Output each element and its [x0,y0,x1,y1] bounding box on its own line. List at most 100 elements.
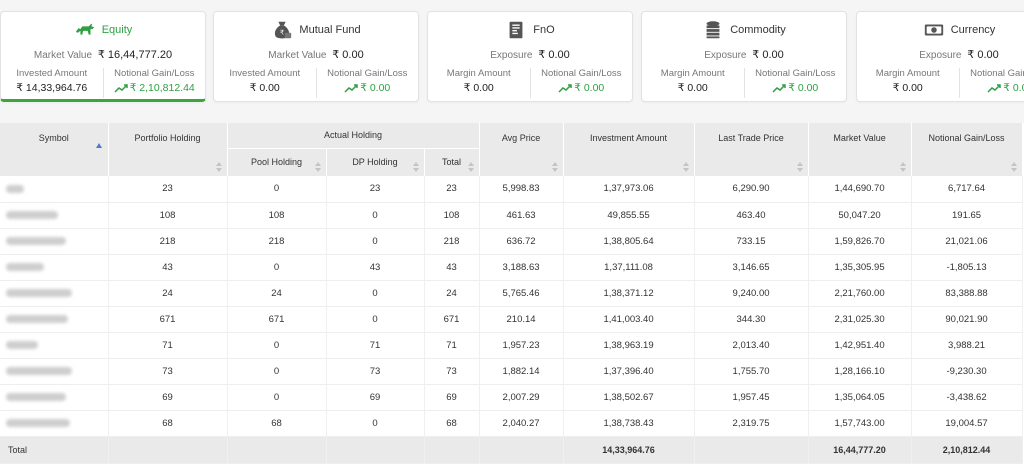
investment-amount-cell: 1,37,111.08 [563,254,695,281]
currency-card[interactable]: Currency Exposure ₹ 0.00 Margin Amount ₹… [856,11,1024,102]
notional-gain-loss-cell: 3,988.21 [911,332,1023,359]
avg-price-cell: 2,007.29 [479,384,564,411]
sort-icon[interactable] [551,162,558,172]
holdings-table: Symbol Portfolio Holding Actual Holding … [0,123,1023,464]
pool-holding-cell: 24 [227,280,327,307]
investment-amount-cell: 1,41,003.40 [563,306,695,333]
symbol-cell-redacted [0,410,109,437]
svg-text:₹: ₹ [280,29,284,37]
pool-holding-cell: 0 [227,332,327,359]
mutual-fund-card[interactable]: ₹ Mutual Fund Market Value ₹ 0.00 Invest… [213,11,419,102]
card-title: Equity [101,24,133,36]
column-header-last-trade-price[interactable]: Last Trade Price [694,123,809,176]
total-holding-cell: 71 [424,332,480,359]
last-trade-price-cell: 344.30 [694,306,809,333]
total-holding-cell: 108 [424,202,480,229]
column-header-investment-amount[interactable]: Investment Amount [563,123,695,176]
market-value-cell: 1,59,826.70 [808,228,912,255]
market-value-cell: 1,35,064.05 [808,384,912,411]
symbol-cell-redacted [0,202,109,229]
investment-amount-cell: 1,38,963.19 [563,332,695,359]
total-investment-amount: 14,33,964.76 [563,436,695,464]
invested-amount-label: Invested Amount [16,68,88,79]
dp-holding-cell: 43 [326,254,425,281]
summary-cards: Equity Market Value ₹ 16,44,777.20 Inves… [0,0,1024,112]
fno-card[interactable]: FnO Exposure ₹ 0.00 Margin Amount ₹ 0.00… [427,11,633,102]
market-value-cell: 50,047.20 [808,202,912,229]
table-row[interactable]: 68 68 0 68 2,040.27 1,38,738.43 2,319.75… [0,410,1023,437]
margin-amount-value: ₹ 0.00 [463,82,494,94]
market-value-cell: 1,57,743.00 [808,410,912,437]
market-value-cell: 2,21,760.00 [808,280,912,307]
sort-icon[interactable] [412,162,419,172]
sort-icon[interactable] [1010,162,1017,172]
column-header-avg-price[interactable]: Avg Price [479,123,564,176]
table-row[interactable]: 69 0 69 69 2,007.29 1,38,502.67 1,957.45… [0,384,1023,411]
holdings-table-body: 23 0 23 23 5,998.83 1,37,973.06 6,290.90… [0,176,1023,464]
invested-amount-label: Invested Amount [229,68,301,79]
investment-amount-cell: 1,38,805.64 [563,228,695,255]
avg-price-cell: 5,765.46 [479,280,564,307]
last-trade-price-cell: 6,290.90 [694,176,809,203]
sort-icon[interactable] [899,162,906,172]
column-header-total[interactable]: Total [424,148,480,176]
trend-up-icon [558,83,572,93]
notional-gain-value: ₹ 0.00 [574,82,605,94]
card-title: Mutual Fund [299,24,361,36]
symbol-cell-redacted [0,254,109,281]
notional-gain-value: ₹ 0.00 [788,82,819,94]
column-header-notional-gain-loss[interactable]: Notional Gain/Loss [911,123,1023,176]
sort-icon[interactable] [796,162,803,172]
exposure-label: Exposure [490,50,533,61]
notional-gain-label: Notional Gain/Loss [541,68,622,79]
table-row[interactable]: 71 0 71 71 1,957.23 1,38,963.19 2,013.40… [0,332,1023,359]
market-value-cell: 1,42,951.40 [808,332,912,359]
notional-gain-label: Notional Gain/Loss [755,68,836,79]
total-holding-cell: 23 [424,176,480,203]
total-row: Total 14,33,964.76 16,44,777.20 2,10,812… [0,436,1023,464]
notional-gain-loss-cell: 19,004.57 [911,410,1023,437]
trend-up-icon [344,83,358,93]
table-row[interactable]: 218 218 0 218 636.72 1,38,805.64 733.15 … [0,228,1023,255]
notional-gain-loss-cell: 191.65 [911,202,1023,229]
notional-gain-loss-cell: 83,388.88 [911,280,1023,307]
sort-icon[interactable] [215,162,222,172]
sort-icon[interactable] [682,162,689,172]
column-header-actual-holding: Actual Holding [227,123,480,149]
trend-up-icon [987,83,1001,93]
investment-amount-cell: 1,38,738.43 [563,410,695,437]
equity-card[interactable]: Equity Market Value ₹ 16,44,777.20 Inves… [0,11,206,102]
portfolio-holding-cell: 43 [108,254,228,281]
portfolio-holding-cell: 218 [108,228,228,255]
sort-ascending-icon[interactable] [96,143,102,148]
dp-holding-cell: 71 [326,332,425,359]
column-header-market-value[interactable]: Market Value [808,123,912,176]
avg-price-cell: 5,998.83 [479,176,564,203]
total-holding-cell: 43 [424,254,480,281]
portfolio-holding-cell: 71 [108,332,228,359]
table-row[interactable]: 108 108 0 108 461.63 49,855.55 463.40 50… [0,202,1023,229]
column-header-pool-holding[interactable]: Pool Holding [227,148,327,176]
table-row[interactable]: 23 0 23 23 5,998.83 1,37,973.06 6,290.90… [0,176,1023,203]
table-row[interactable]: 671 671 0 671 210.14 1,41,003.40 344.30 … [0,306,1023,333]
symbol-cell-redacted [0,384,109,411]
margin-amount-value: ₹ 0.00 [677,82,708,94]
market-value-cell: 1,28,166.10 [808,358,912,385]
invested-amount-value: ₹ 14,33,964.76 [16,82,88,94]
table-row[interactable]: 73 0 73 73 1,882.14 1,37,396.40 1,755.70… [0,358,1023,385]
sort-icon[interactable] [467,162,474,172]
notional-gain-loss-cell: -1,805.13 [911,254,1023,281]
column-header-dp-holding[interactable]: DP Holding [326,148,425,176]
sort-icon[interactable] [314,162,321,172]
investment-amount-cell: 1,37,973.06 [563,176,695,203]
table-row[interactable]: 24 24 0 24 5,765.46 1,38,371.12 9,240.00… [0,280,1023,307]
coins-stack-icon [706,21,720,39]
symbol-cell-redacted [0,358,109,385]
dp-holding-cell: 0 [326,228,425,255]
notional-gain-label: Notional Gain/Loss [114,68,195,79]
column-header-portfolio-holding[interactable]: Portfolio Holding [108,123,228,176]
table-row[interactable]: 43 0 43 43 3,188.63 1,37,111.08 3,146.65… [0,254,1023,281]
column-header-symbol[interactable]: Symbol [0,123,109,176]
banknote-icon [924,24,943,36]
commodity-card[interactable]: Commodity Exposure ₹ 0.00 Margin Amount … [641,11,847,102]
